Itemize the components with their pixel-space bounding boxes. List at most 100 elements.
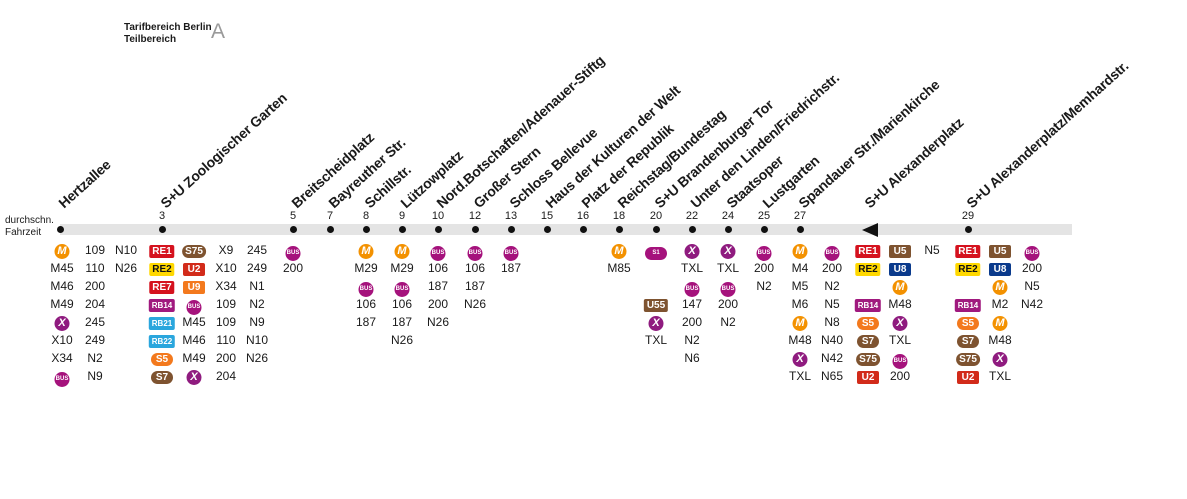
connection-item: X34 [215, 278, 236, 294]
connection-item: N42 [1021, 296, 1043, 312]
connection-item: S7 [957, 332, 979, 348]
route-line [60, 224, 1072, 235]
connection-item: U55 [643, 296, 669, 312]
connection-item: 245 [247, 242, 267, 258]
line-badge: RE1 [149, 245, 175, 258]
line-number: N26 [426, 315, 450, 329]
connection-item: M29 [390, 260, 413, 276]
connection-item: N2 [824, 278, 839, 294]
connection-item: S75 [856, 350, 880, 366]
line-number: N2 [756, 279, 772, 293]
connection-item: M4 [792, 260, 809, 276]
connection-item: N1 [249, 278, 264, 294]
connection-item: TXL [717, 260, 739, 276]
line-number: 109 [215, 315, 237, 329]
express-bus-icon: X [54, 316, 70, 331]
line-badge: RE1 [955, 245, 981, 258]
connection-item: RB14 [954, 296, 982, 312]
connection-item: 200 [754, 260, 774, 276]
connection-item: N5 [1024, 278, 1039, 294]
connection-item: 200 [890, 368, 910, 384]
line-number: X9 [218, 243, 234, 257]
line-badge: RE2 [955, 263, 981, 276]
line-badge: S75 [856, 353, 880, 366]
line-badge: U9 [183, 281, 205, 294]
line-number: 106 [391, 297, 413, 311]
connection-item: S7 [151, 368, 173, 384]
connection-item: RE1 [149, 242, 175, 258]
connection-item: N5 [924, 242, 939, 258]
line-number: TXL [888, 333, 912, 347]
travel-time: 20 [649, 210, 663, 222]
line-number: 106 [427, 261, 449, 275]
bus-icon: BUS [684, 282, 700, 297]
stop-dot [725, 226, 732, 233]
connection-item: X [648, 314, 664, 331]
line-number: N9 [87, 369, 103, 383]
connection-item: BUS [358, 278, 374, 297]
connection-item: S5 [957, 314, 979, 330]
line-badge: RB21 [148, 317, 176, 330]
line-number: N2 [824, 279, 840, 293]
connection-item: 200 [718, 296, 738, 312]
connection-item: 200 [283, 260, 303, 276]
line-badge: U8 [889, 263, 911, 276]
connection-item: TXL [789, 368, 811, 384]
line-number: N40 [820, 333, 844, 347]
line-number: TXL [680, 261, 704, 275]
connection-item: U2 [957, 368, 979, 384]
connection-item: M85 [607, 260, 630, 276]
line-number: N5 [924, 243, 940, 257]
connection-item: U2 [857, 368, 879, 384]
connection-item: 187 [428, 278, 448, 294]
line-badge: RB22 [148, 335, 176, 348]
line-number: M6 [791, 297, 809, 311]
connection-item: RB14 [148, 296, 176, 312]
bus-icon: BUS [1024, 246, 1040, 261]
bus-icon: BUS [358, 282, 374, 297]
express-bus-icon: X [992, 352, 1008, 367]
connection-item: BUS [430, 242, 446, 261]
line-badge: U5 [989, 245, 1011, 258]
line-number: N9 [249, 315, 265, 329]
connection-item: N2 [87, 350, 102, 366]
line-number: M4 [791, 261, 809, 275]
metro-icon: M [792, 244, 808, 259]
connection-item: TXL [681, 260, 703, 276]
stop-dot [689, 226, 696, 233]
stop-dot [508, 226, 515, 233]
line-number: M29 [354, 261, 378, 275]
stop-dot [761, 226, 768, 233]
connection-item: M [54, 242, 70, 259]
line-number: N10 [245, 333, 269, 347]
connection-item: X [792, 350, 808, 367]
connection-item: M48 [988, 332, 1011, 348]
line-number: 109 [84, 243, 106, 257]
stop-dot [363, 226, 370, 233]
connection-item: BUS [720, 278, 736, 297]
metro-icon: M [992, 316, 1008, 331]
bus-icon: BUS [824, 246, 840, 261]
travel-time: 8 [362, 210, 370, 222]
bus-icon: BUS [285, 246, 301, 261]
line-number: TXL [644, 333, 668, 347]
stop-dot [435, 226, 442, 233]
bus-icon: BUS [756, 246, 772, 261]
line-badge: RE7 [149, 281, 175, 294]
connection-item: 200 [822, 260, 842, 276]
connection-item: U2 [183, 260, 205, 276]
connection-item: S7 [857, 332, 879, 348]
fahrzeit-label: durchschn. Fahrzeit [5, 215, 54, 239]
connection-item: TXL [645, 332, 667, 348]
travel-time: 27 [793, 210, 807, 222]
connection-item: M [992, 278, 1008, 295]
connection-item: RB21 [148, 314, 176, 330]
connection-item: N9 [87, 368, 102, 384]
connection-item: BUS [684, 278, 700, 297]
connection-item: M46 [50, 278, 73, 294]
express-bus-icon: X [892, 316, 908, 331]
connection-item: 200 [1022, 260, 1042, 276]
connection-item: M [358, 242, 374, 259]
connection-item: N26 [391, 332, 413, 348]
connection-item: S1 [645, 242, 667, 260]
